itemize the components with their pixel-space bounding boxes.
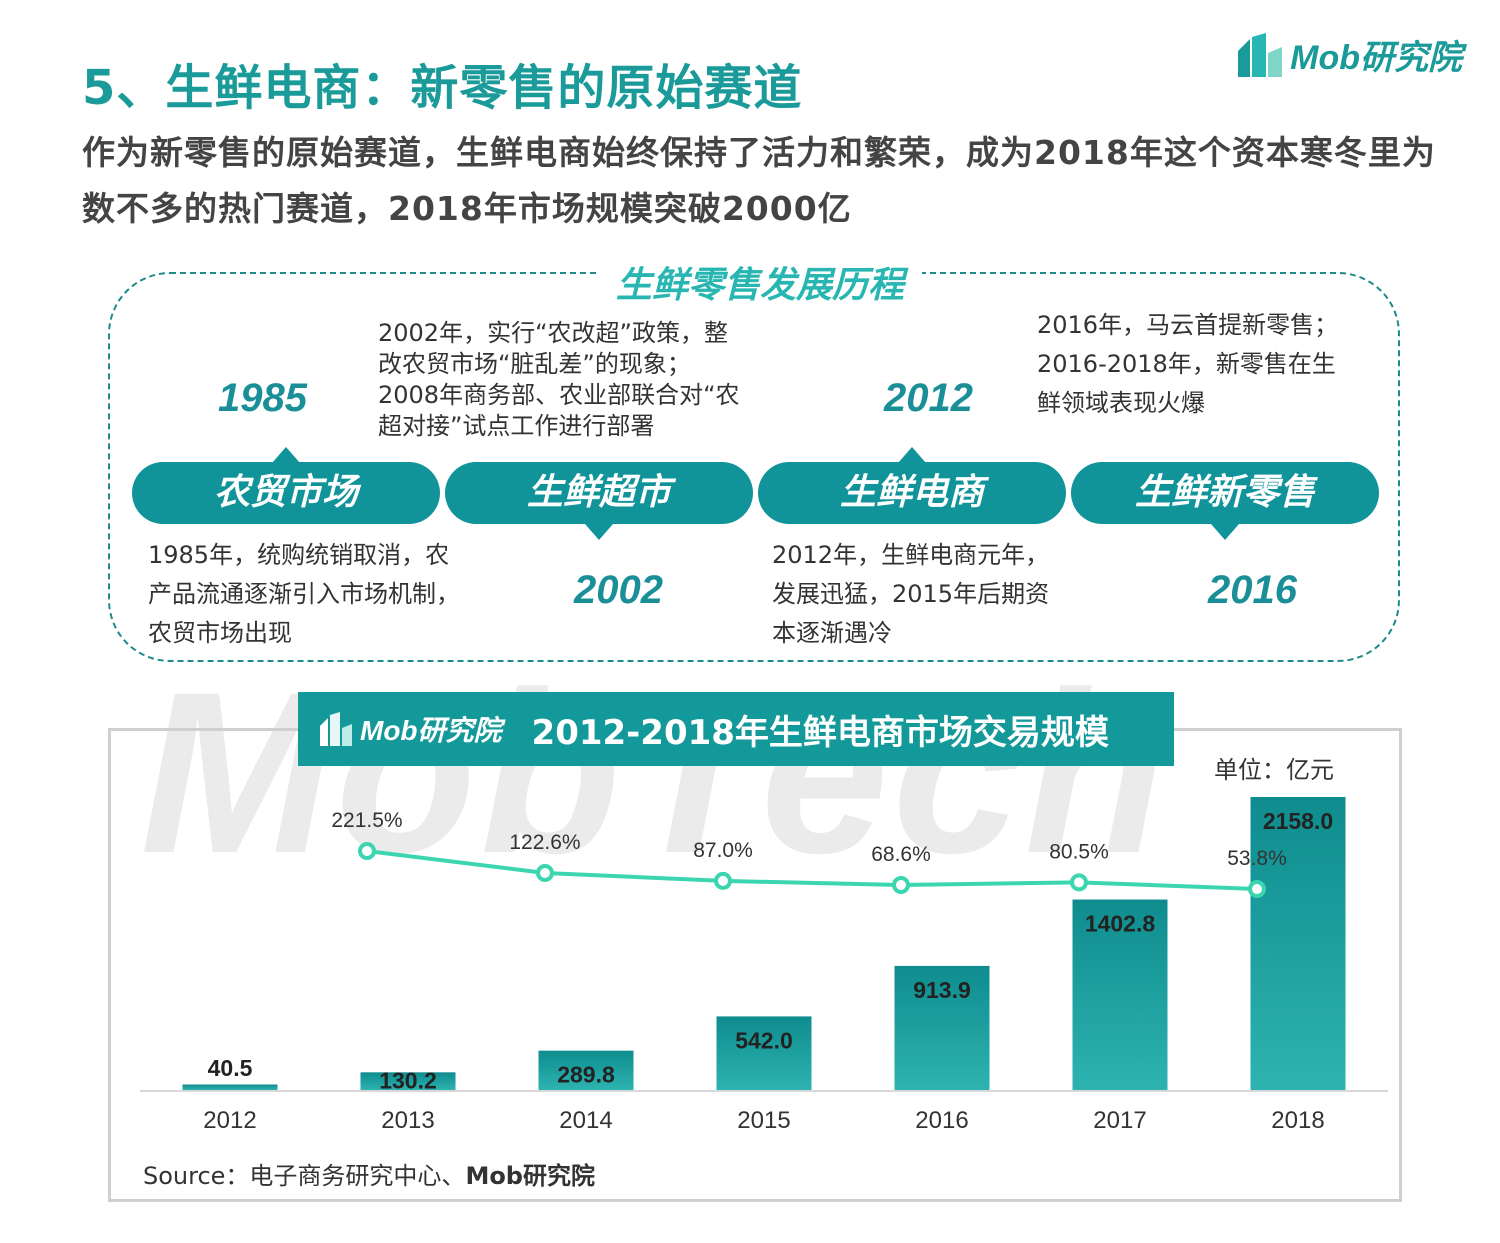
banner-logo-text: Mob研究院 [360, 715, 502, 746]
stage-desc-4: 2016年，马云首提新零售； 2016-2018年，新零售在生 鲜领域表现火爆 [1037, 311, 1339, 417]
stage-desc-3: 2012年，生鲜电商元年， 发展迅猛，2015年后期资 本逐渐遇冷 [772, 541, 1050, 647]
growth-label-3: 87.0% [693, 839, 753, 862]
page-subtitle: 作为新零售的原始赛道，生鲜电商始终保持了活力和繁荣，成为2018年这个资本寒冬里… [82, 133, 1436, 228]
growth-label-5: 80.5% [1049, 840, 1109, 863]
unit-label: 单位：亿元 [1214, 756, 1334, 784]
watermark: MobTech [140, 644, 1169, 901]
mob-logo: Mob研究院 [1236, 30, 1462, 79]
chart-title: 2012-2018年生鲜电商市场交易规模 [531, 712, 1109, 753]
stage-pill-4: 生鲜新零售 [1071, 462, 1379, 524]
x-tick-2014: 2014 [559, 1107, 612, 1134]
x-tick-2013: 2013 [381, 1107, 434, 1134]
pill-pointer-2 [585, 524, 613, 540]
bar-2014 [538, 1050, 634, 1090]
x-tick-2018: 2018 [1271, 1107, 1324, 1134]
growth-label-2: 122.6% [509, 831, 580, 854]
growth-label-1: 221.5% [331, 809, 402, 832]
growth-point-1 [358, 842, 376, 860]
bar-2016 [894, 965, 990, 1090]
growth-point-4 [892, 876, 910, 894]
stage-year-4: 2016 [1208, 568, 1297, 612]
stage-pill-3: 生鲜电商 [758, 462, 1066, 524]
bar-2018 [1250, 797, 1346, 1090]
bar-label-2017: 1402.8 [1085, 911, 1156, 937]
stage-year-3: 2012 [884, 376, 973, 420]
growth-line [366, 849, 1258, 891]
x-tick-2012: 2012 [203, 1107, 256, 1134]
bar-2017 [1072, 899, 1168, 1090]
stage-pill-2: 生鲜超市 [445, 462, 753, 524]
stage-year-1: 1985 [218, 376, 307, 420]
pill-pointer-4 [1211, 524, 1239, 540]
bar-label-2012: 40.5 [208, 1055, 253, 1081]
growth-point-2 [536, 863, 554, 882]
growth-point-6 [1248, 880, 1266, 898]
bar-label-2013: 130.2 [379, 1067, 437, 1093]
page-title: 5、生鲜电商：新零售的原始赛道 [82, 60, 803, 116]
bar-label-2014: 289.8 [557, 1062, 615, 1088]
bar-label-2015: 542.0 [735, 1027, 793, 1053]
bar-label-2018: 2158.0 [1263, 808, 1333, 834]
bar-2013 [360, 1072, 456, 1090]
pill-pointer-1 [272, 447, 300, 463]
stage-desc-1: 1985年，统购统销取消，农 产品流通逐渐引入市场机制， 农贸市场出现 [148, 541, 460, 647]
growth-label-4: 68.6% [871, 843, 931, 866]
stage-year-2: 2002 [574, 568, 663, 612]
x-tick-2016: 2016 [915, 1107, 968, 1134]
bar-2012 [182, 1084, 278, 1090]
x-tick-2015: 2015 [737, 1107, 790, 1134]
growth-point-3 [714, 871, 732, 890]
bar-label-2016: 913.9 [913, 977, 971, 1003]
logo-text: Mob研究院 [1290, 39, 1462, 77]
timeline-heading: 生鲜零售发展历程 [598, 256, 923, 308]
building-icon [1238, 32, 1283, 77]
growth-point-5 [1070, 873, 1088, 892]
source-note: Source：电子商务研究中心、Mob研究院 [143, 1162, 595, 1190]
x-tick-2017: 2017 [1093, 1107, 1146, 1134]
stage-pill-1: 农贸市场 [132, 462, 440, 524]
bar-2015 [716, 1016, 812, 1090]
building-icon [320, 712, 352, 746]
stage-desc-2: 2002年，实行“农改超”政策，整 改农贸市场“脏乱差”的现象； 2008年商务… [378, 319, 740, 440]
pill-pointer-3 [898, 447, 926, 463]
chart-banner: Mob研究院 2012-2018年生鲜电商市场交易规模 [298, 692, 1174, 766]
growth-label-6: 53.8% [1227, 847, 1287, 870]
